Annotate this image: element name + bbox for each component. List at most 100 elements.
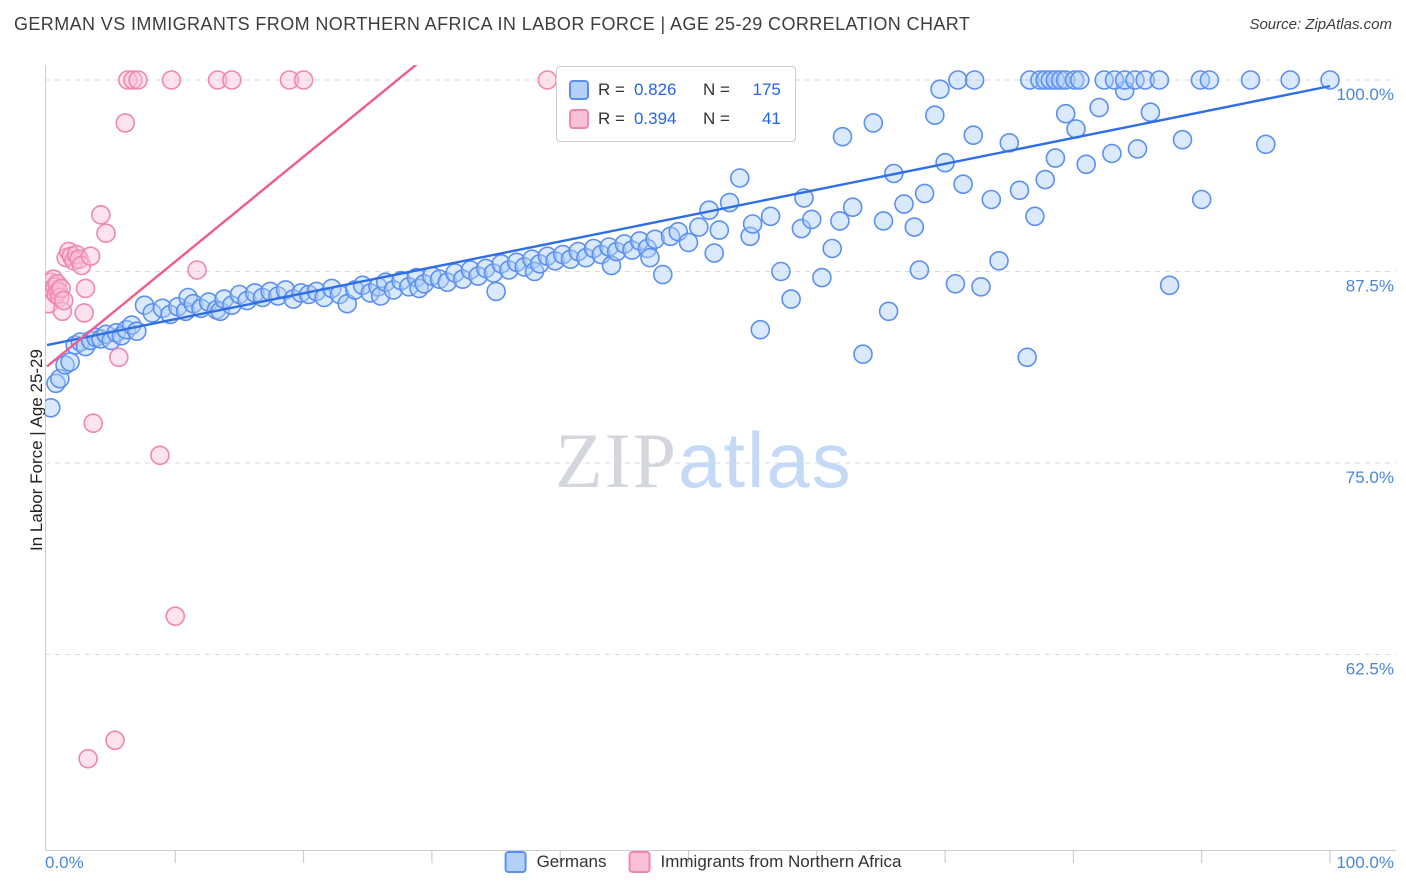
data-point bbox=[293, 70, 314, 90]
data-point bbox=[560, 249, 581, 270]
source-label: Source: ZipAtlas.com bbox=[1249, 16, 1392, 33]
data-point bbox=[1055, 103, 1076, 124]
data-point bbox=[645, 229, 665, 250]
data-point bbox=[80, 246, 101, 267]
trend-line bbox=[46, 65, 418, 368]
data-point bbox=[1070, 70, 1090, 90]
data-point bbox=[187, 260, 207, 280]
data-point bbox=[832, 126, 853, 147]
data-point bbox=[989, 250, 1009, 271]
data-point bbox=[842, 197, 863, 217]
n-value: 41 bbox=[761, 108, 781, 128]
data-point bbox=[165, 606, 186, 627]
data-point bbox=[640, 247, 660, 268]
data-point bbox=[1009, 180, 1030, 201]
legend-row-germans: R = 0.826 N = 175 bbox=[569, 75, 781, 104]
data-point bbox=[924, 105, 945, 125]
data-point bbox=[742, 214, 763, 234]
x-axis-max-label: 100.0% bbox=[1336, 853, 1394, 872]
r-label: R = bbox=[598, 108, 625, 128]
data-point bbox=[1256, 134, 1276, 155]
data-point bbox=[1280, 70, 1300, 90]
data-point bbox=[606, 241, 627, 262]
germans-legend-swatch-icon bbox=[504, 851, 527, 873]
data-point bbox=[118, 70, 138, 90]
y-tick-label: 87.5% bbox=[1346, 277, 1394, 296]
data-point bbox=[529, 253, 550, 274]
data-point bbox=[729, 168, 750, 188]
r-value: 0.394 bbox=[633, 108, 677, 128]
data-point bbox=[1045, 70, 1066, 90]
data-point bbox=[930, 79, 950, 99]
data-point bbox=[1104, 70, 1125, 90]
data-point bbox=[60, 352, 80, 372]
data-point bbox=[971, 276, 991, 297]
data-point bbox=[760, 206, 781, 227]
data-point bbox=[105, 730, 125, 751]
data-point bbox=[96, 223, 116, 243]
data-point bbox=[178, 287, 198, 308]
immigrants-swatch-icon bbox=[569, 108, 589, 129]
data-point bbox=[1135, 70, 1155, 90]
data-point bbox=[801, 209, 822, 230]
page-title: GERMAN VS IMMIGRANTS FROM NORTHERN AFRIC… bbox=[14, 14, 971, 34]
immigrants-legend-swatch-icon bbox=[628, 851, 651, 873]
y-tick-label: 100.0% bbox=[1336, 85, 1394, 104]
data-point bbox=[873, 211, 894, 231]
data-point bbox=[688, 217, 709, 237]
data-point bbox=[150, 445, 170, 466]
n-label: N = bbox=[702, 108, 730, 128]
immigrants-legend-label: Immigrants from Northern Africa bbox=[660, 852, 902, 871]
data-point bbox=[537, 70, 558, 90]
data-point bbox=[1199, 70, 1220, 90]
data-point bbox=[45, 398, 61, 418]
data-point bbox=[981, 189, 1002, 210]
zipatlas-watermark: ZIPatlas bbox=[555, 415, 853, 506]
data-point bbox=[963, 125, 984, 145]
data-point bbox=[948, 70, 968, 90]
data-point bbox=[514, 257, 535, 277]
data-point bbox=[740, 226, 760, 247]
legend-item-germans: Germans bbox=[504, 851, 607, 873]
data-point bbox=[1045, 148, 1066, 168]
data-point bbox=[1025, 206, 1045, 227]
watermark-zip: ZIP bbox=[555, 417, 678, 504]
data-point bbox=[128, 70, 148, 90]
y-tick-label: 62.5% bbox=[1346, 660, 1394, 679]
n-label: N = bbox=[702, 79, 730, 99]
data-point bbox=[629, 231, 650, 251]
data-point bbox=[904, 217, 925, 237]
data-point bbox=[48, 281, 69, 302]
data-point bbox=[853, 344, 873, 365]
x-axis-min-label: 0.0% bbox=[45, 853, 84, 872]
data-point bbox=[652, 264, 673, 285]
data-point bbox=[161, 70, 182, 90]
data-point bbox=[222, 70, 242, 90]
data-point bbox=[863, 113, 884, 133]
data-point bbox=[91, 205, 111, 225]
data-point bbox=[1017, 347, 1037, 368]
data-point bbox=[1149, 70, 1170, 90]
data-point bbox=[750, 319, 771, 340]
data-point bbox=[1020, 70, 1040, 90]
data-point bbox=[964, 70, 985, 90]
data-point bbox=[771, 261, 791, 282]
data-point bbox=[678, 232, 699, 253]
data-point bbox=[945, 273, 966, 294]
data-point bbox=[1035, 70, 1055, 90]
data-point bbox=[1127, 139, 1148, 159]
series-legend: Germans Immigrants from Northern Africa bbox=[504, 851, 902, 873]
data-point bbox=[53, 290, 74, 311]
data-point bbox=[499, 260, 519, 280]
data-point bbox=[1240, 70, 1261, 90]
legend-item-immigrants: Immigrants from Northern Africa bbox=[628, 851, 902, 873]
data-point bbox=[709, 220, 730, 240]
data-point bbox=[1191, 189, 1212, 210]
n-value: 175 bbox=[752, 79, 781, 99]
data-point bbox=[279, 70, 300, 90]
r-label: R = bbox=[598, 79, 625, 99]
r-value: 0.826 bbox=[633, 79, 677, 99]
data-point bbox=[1125, 70, 1145, 90]
data-point bbox=[1140, 102, 1161, 122]
